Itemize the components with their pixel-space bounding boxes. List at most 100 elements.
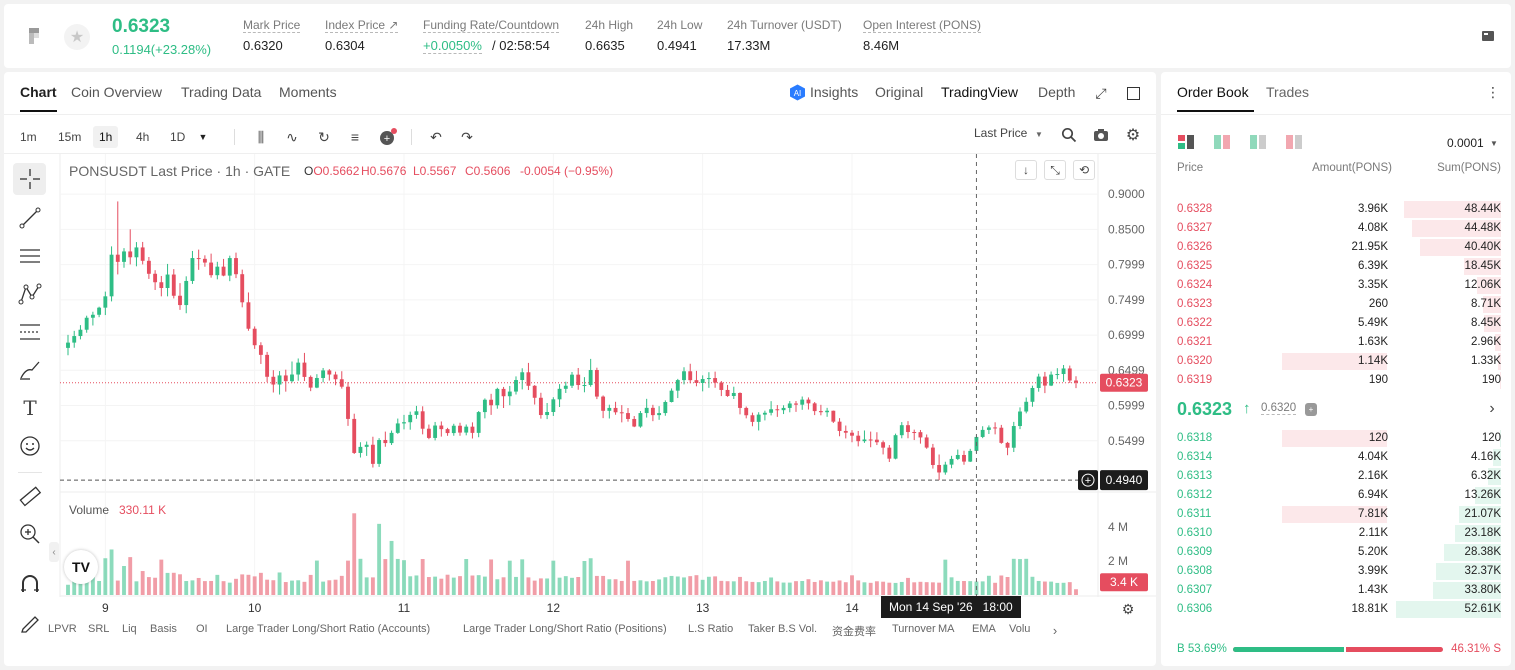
- indicator-item[interactable]: OI: [196, 623, 208, 635]
- draw-pencil-icon[interactable]: [16, 608, 44, 636]
- bid-row[interactable]: 0.6311 7.81K 21.07K: [1161, 505, 1511, 524]
- collapse-sidebar-icon[interactable]: ‹: [49, 542, 59, 562]
- emoji-tool-icon[interactable]: [16, 432, 44, 460]
- view-original[interactable]: Original: [875, 84, 924, 100]
- bid-row[interactable]: 0.6306 18.81K 52.61K: [1161, 600, 1511, 619]
- add-alert-icon[interactable]: +: [378, 127, 398, 147]
- bid-depth-bar: [1436, 563, 1501, 580]
- view-both-icon[interactable]: [1177, 134, 1195, 150]
- more-menu-icon[interactable]: ⋮: [1486, 83, 1500, 100]
- bid-row[interactable]: 0.6309 5.20K 28.38K: [1161, 543, 1511, 562]
- indicator-item[interactable]: Volu: [1009, 623, 1031, 635]
- zoom-in-icon[interactable]: [16, 520, 44, 548]
- indicator-item[interactable]: SRL: [88, 623, 110, 635]
- timeframe-dropdown-icon[interactable]: ▼: [198, 132, 208, 142]
- precision-dropdown-icon[interactable]: ▼: [1490, 138, 1498, 148]
- price-type-select[interactable]: Last Price: [974, 126, 1028, 140]
- brush-tool-icon[interactable]: [16, 356, 44, 384]
- indicator-scroll-right-icon[interactable]: ›: [1052, 622, 1058, 638]
- crosshair-tool-icon[interactable]: [13, 163, 46, 195]
- indicator-item[interactable]: EMA: [972, 623, 996, 635]
- indicator-item[interactable]: Liq: [122, 623, 137, 635]
- ask-row[interactable]: 0.6328 3.96K 48.44K: [1161, 200, 1511, 219]
- bid-row[interactable]: 0.6313 2.16K 6.32K: [1161, 467, 1511, 486]
- indicator-item[interactable]: 资金费率: [832, 626, 876, 638]
- indicator-item[interactable]: Turnover: [892, 623, 936, 635]
- ask-row[interactable]: 0.6320 1.14K 1.33K: [1161, 352, 1511, 371]
- bid-row[interactable]: 0.6314 4.04K 4.16K: [1161, 448, 1511, 467]
- book-icon[interactable]: [1478, 26, 1498, 46]
- ask-row[interactable]: 0.6323 260 8.71K: [1161, 295, 1511, 314]
- tab-trades[interactable]: Trades: [1266, 84, 1310, 100]
- redo-icon[interactable]: ↷: [461, 128, 473, 145]
- view-insights[interactable]: Insights: [810, 84, 859, 100]
- index-price-label[interactable]: Index Price ↗: [325, 18, 399, 33]
- time-settings-icon[interactable]: ⚙: [1121, 600, 1135, 617]
- timeframe-15m[interactable]: 15m: [58, 130, 82, 144]
- funding-label[interactable]: Funding Rate/Countdown: [423, 18, 560, 33]
- bid-row[interactable]: 0.6310 2.11K 23.18K: [1161, 524, 1511, 543]
- mark-price-label[interactable]: Mark Price: [243, 18, 301, 33]
- view-split-icon[interactable]: [1213, 134, 1231, 150]
- candle-type-icon[interactable]: ⫼: [257, 128, 265, 145]
- pattern-tool-icon[interactable]: [16, 280, 44, 308]
- view-bids-icon[interactable]: [1249, 134, 1267, 150]
- timeframe-1h[interactable]: 1h: [93, 126, 119, 148]
- mid-price[interactable]: 0.6323: [1177, 399, 1233, 419]
- search-icon[interactable]: [1059, 125, 1079, 145]
- view-depth[interactable]: Depth: [1038, 84, 1076, 100]
- ask-row[interactable]: 0.6327 4.08K 44.48K: [1161, 219, 1511, 238]
- price-chart[interactable]: 0.90000.85000.79990.74990.69990.64990.59…: [4, 72, 1156, 666]
- text-tool-icon[interactable]: T: [23, 396, 37, 420]
- window-icon[interactable]: [1124, 84, 1142, 102]
- ask-row[interactable]: 0.6321 1.63K 2.96K: [1161, 333, 1511, 352]
- favorite-star-icon[interactable]: ★: [64, 24, 90, 50]
- ask-row[interactable]: 0.6322 5.49K 8.45K: [1161, 314, 1511, 333]
- bid-row[interactable]: 0.6312 6.94K 13.26K: [1161, 486, 1511, 505]
- indicator-item[interactable]: Basis: [150, 623, 177, 635]
- tab-chart[interactable]: Chart: [20, 84, 57, 100]
- compress-icon[interactable]: ⤡: [1044, 160, 1066, 180]
- tab-moments[interactable]: Moments: [279, 84, 337, 100]
- bid-row[interactable]: 0.6308 3.99K 32.37K: [1161, 562, 1511, 581]
- camera-icon[interactable]: [1091, 125, 1111, 145]
- indicator-item[interactable]: Taker B.S Vol.: [748, 623, 818, 635]
- expand-icon[interactable]: ⤢: [1095, 84, 1107, 101]
- indicator-item[interactable]: MA: [938, 623, 955, 635]
- templates-icon[interactable]: ≡: [350, 129, 360, 145]
- indicator-item[interactable]: L.S Ratio: [688, 623, 734, 635]
- tab-trading-data[interactable]: Trading Data: [181, 84, 262, 100]
- trendline-tool-icon[interactable]: [16, 204, 44, 232]
- view-asks-icon[interactable]: [1285, 134, 1303, 150]
- timeframe-1m[interactable]: 1m: [20, 130, 37, 144]
- magnet-tool-icon[interactable]: [16, 570, 44, 598]
- ask-row[interactable]: 0.6326 21.95K 40.40K: [1161, 238, 1511, 257]
- fib-tool-icon[interactable]: [16, 318, 44, 346]
- arrow-down-icon[interactable]: ↓: [1015, 160, 1037, 180]
- parallel-channel-tool-icon[interactable]: [16, 242, 44, 270]
- indicator-item[interactable]: Large Trader Long/Short Ratio (Accounts): [226, 623, 431, 635]
- open-interest-label[interactable]: Open Interest (PONS): [863, 18, 982, 33]
- ai-insights-icon[interactable]: AI: [788, 83, 806, 101]
- bid-row[interactable]: 0.6318 120 120: [1161, 429, 1511, 448]
- indicator-item[interactable]: Large Trader Long/Short Ratio (Positions…: [463, 623, 667, 635]
- settings-gear-icon[interactable]: ⚙: [1125, 127, 1141, 144]
- ask-row[interactable]: 0.6319 190 190: [1161, 371, 1511, 390]
- ask-row[interactable]: 0.6325 6.39K 18.45K: [1161, 257, 1511, 276]
- undo-icon[interactable]: ↶: [430, 128, 442, 145]
- refresh-icon[interactable]: ⟲: [1073, 160, 1095, 180]
- tab-coin-overview[interactable]: Coin Overview: [71, 84, 163, 100]
- chevron-right-icon[interactable]: ›: [1489, 400, 1495, 417]
- indicators-icon[interactable]: ∿: [286, 128, 298, 145]
- tab-order-book[interactable]: Order Book: [1177, 84, 1249, 100]
- replay-icon[interactable]: ↻: [318, 128, 330, 145]
- price-type-dropdown-icon[interactable]: ▼: [1035, 129, 1043, 139]
- view-tradingview[interactable]: TradingView: [941, 84, 1019, 100]
- precision-select[interactable]: 0.0001: [1447, 136, 1484, 150]
- timeframe-4h[interactable]: 4h: [136, 130, 150, 144]
- timeframe-1d[interactable]: 1D: [170, 130, 186, 144]
- ask-row[interactable]: 0.6324 3.35K 12.06K: [1161, 276, 1511, 295]
- bid-row[interactable]: 0.6307 1.43K 33.80K: [1161, 581, 1511, 600]
- indicator-item[interactable]: LPVR: [48, 623, 77, 635]
- ruler-tool-icon[interactable]: [16, 482, 44, 510]
